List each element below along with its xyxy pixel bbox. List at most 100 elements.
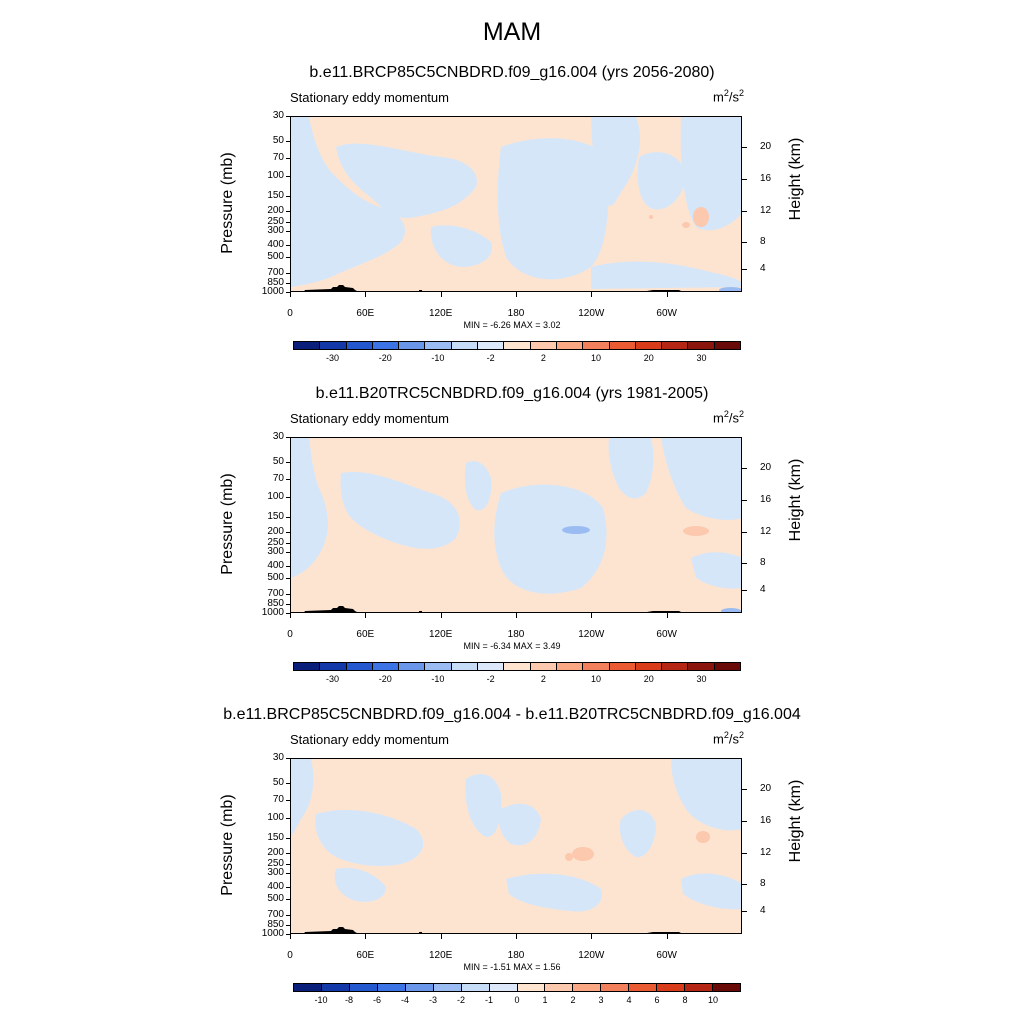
pressure-tick-label: 250 [267,858,284,869]
negative-region [291,759,314,837]
min-max-label: MIN = -1.51 MAX = 1.56 [463,962,561,972]
height-tick-label: 12 [760,205,772,216]
negative-region [691,552,741,589]
pressure-tick [286,594,290,595]
colorbar [293,341,741,350]
pressure-tick-label: 700 [267,267,284,278]
colorbar-swatch [609,342,636,349]
height-tick-label: 16 [760,815,772,826]
colorbar-label: -20 [378,674,392,684]
height-tick-label: 16 [760,173,772,184]
pressure-tick [286,257,290,258]
min-max-label: MIN = -6.26 MAX = 3.02 [463,320,561,330]
colorbar-label: 0 [514,995,520,1005]
height-tick [742,179,747,180]
units-exponent: 2 [738,88,744,98]
colorbar-swatch [405,984,434,991]
pressure-tick-label: 500 [267,893,284,904]
longitude-tick-label: 120E [429,308,453,319]
height-tick [742,468,747,469]
pressure-tick [286,566,290,567]
colorbar-label: 20 [643,353,654,363]
pressure-tick-label: 700 [267,588,284,599]
units-base: m [713,89,724,105]
negative-core [719,287,741,291]
pressure-tick-label: 150 [267,190,284,201]
negative-region [506,873,602,912]
longitude-tick [516,934,517,939]
height-tick-label: 4 [760,584,766,595]
pressure-tick-label: 300 [267,225,284,236]
min-max-label: MIN = -6.34 MAX = 3.49 [463,641,561,651]
pressure-tick-label: 100 [267,491,284,502]
pressure-tick [286,231,290,232]
positive-core [682,222,690,228]
longitude-tick-label: 120W [578,629,605,640]
colorbar-label: 30 [696,353,707,363]
height-tick-label: 4 [760,905,766,916]
colorbar-label: 4 [626,995,632,1005]
height-tick [742,821,747,822]
pressure-tick [286,873,290,874]
longitude-tick-label: 120W [578,308,605,319]
units-base: m [713,410,724,426]
colorbar-swatch [489,984,518,991]
positive-core [565,853,573,861]
pressure-tick-label: 150 [267,832,284,843]
colorbar-swatch [478,663,505,670]
pressure-tick [286,552,290,553]
positive-core [572,847,594,861]
negative-region [340,472,460,549]
colorbar-label: -1 [484,995,493,1005]
negative-region [336,143,477,218]
height-tick-label: 12 [760,526,772,537]
height-tick [742,590,747,591]
pressure-tick [286,211,290,212]
units-exponent: 2 [738,730,744,740]
longitude-tick-label: 0 [287,629,293,640]
height-tick [742,911,747,912]
colorbar-label: -10 [431,674,445,684]
topography [304,285,681,291]
pressure-tick [286,915,290,916]
longitude-tick [591,292,593,297]
pressure-tick [286,604,290,605]
colorbar-label: 30 [696,674,707,684]
longitude-tick [365,934,367,939]
colorbar-swatch [294,663,321,670]
longitude-tick-label: 60E [356,950,375,961]
field-label: Stationary eddy momentum [290,732,449,747]
y-axis-label-right: Height (km) [787,779,804,863]
height-tick-label: 4 [760,263,766,274]
colorbar-swatch [583,342,610,349]
pressure-tick-label: 200 [267,526,284,537]
pressure-tick-label: 200 [267,205,284,216]
longitude-tick-label: 120E [429,950,453,961]
units-label: m2/s2 [700,409,744,425]
negative-region [499,803,541,846]
colorbar-label: -10 [314,995,328,1005]
negative-core [721,608,741,612]
pressure-tick-label: 100 [267,812,284,823]
colorbar-label: 1 [542,995,548,1005]
height-tick-label: 20 [760,783,772,794]
pressure-tick-label: 850 [267,598,284,609]
colorbar-swatch [320,342,347,349]
longitude-tick-label: 60E [356,308,375,319]
height-tick-label: 8 [760,878,766,889]
colorbar-label: -2 [456,995,465,1005]
pressure-tick-label: 200 [267,847,284,858]
colorbar [293,983,741,992]
colorbar-swatch [685,984,714,991]
longitude-tick-label: 60W [656,629,677,640]
pressure-tick-label: 50 [272,135,284,146]
longitude-tick-label: 180 [507,950,525,961]
negative-region [464,461,492,511]
longitude-tick [666,613,668,618]
negative-region [608,438,654,499]
negative-region [334,867,386,902]
longitude-tick [591,613,593,618]
longitude-tick-label: 120E [429,629,453,640]
colorbar-swatch [517,984,546,991]
pressure-tick [286,196,290,197]
